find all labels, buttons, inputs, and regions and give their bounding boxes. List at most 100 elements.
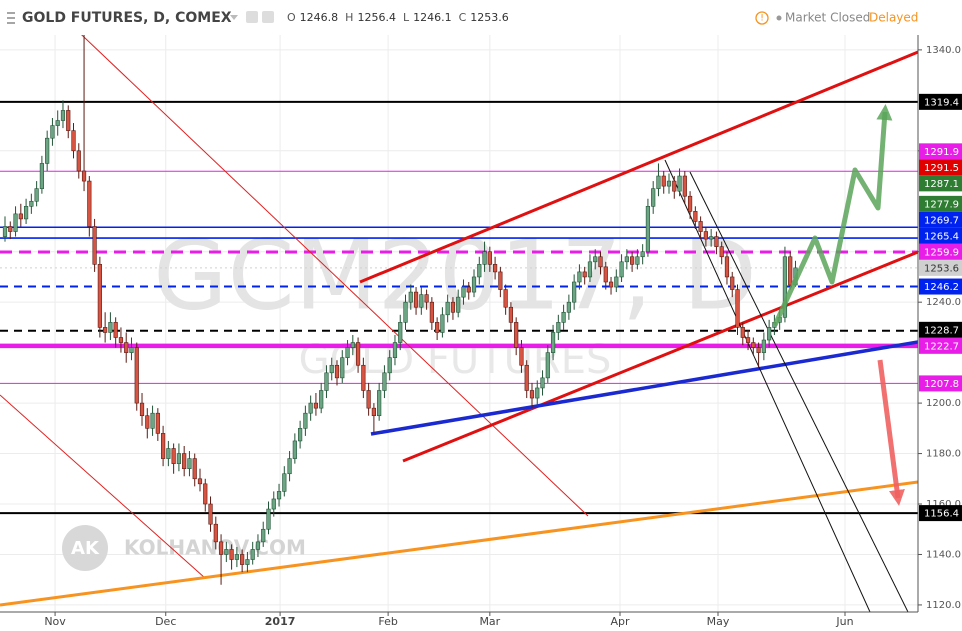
candle-body [13,213,18,232]
candle-body [577,271,582,283]
candle-body [134,347,139,404]
price-label-box [919,175,962,192]
candle-body [677,175,682,192]
bear-arrow [877,359,905,506]
candle-body [229,549,234,560]
candle-body [687,195,693,212]
x-tick-label: Dec [155,615,176,628]
candle-body [756,347,761,353]
price-label: 1207.8 [924,379,959,390]
y-tick-label: 1180.0 [926,449,961,460]
candle-body [466,286,471,293]
x-tick-label: Nov [44,615,66,628]
candle-body [492,264,498,273]
channel-line [689,171,909,612]
candle-body [698,221,703,232]
candle-body [23,206,29,220]
candle-body [529,390,535,399]
candle-body [245,559,250,565]
dropdown-icon[interactable] [230,15,238,20]
candle-body [419,294,424,308]
candle-body [34,188,39,202]
candle-body [118,337,124,343]
status-icon-mark: ! [760,14,764,24]
candle-body [276,491,282,500]
y-tick-label: 1200.0 [926,398,961,409]
channel-bottom [402,250,918,463]
candle-body [303,412,308,429]
candle-body [461,286,466,298]
price-label: 1287.1 [924,179,959,190]
candle-body [782,256,788,318]
candle-body [619,261,624,278]
channel-top [359,50,918,284]
candle-body [503,289,508,308]
symbol-title: GOLD FUTURES, D, COMEX [22,10,232,26]
candle-body [345,347,350,358]
candle-body [361,364,366,391]
candle-body [255,541,261,550]
candle-body [424,294,429,303]
candle-body [234,554,239,560]
candle-body [282,473,287,492]
candle-body [71,130,76,152]
candle-body [324,372,329,391]
candle-body [413,291,419,308]
bull-arrow [772,104,893,327]
candle-body [535,387,540,399]
price-label-box [919,159,962,176]
candle-body [408,291,413,303]
candle-body [740,327,745,338]
x-tick-label: Feb [378,615,397,628]
support-line [0,480,918,607]
candle-body [593,256,598,263]
candle-body [487,251,492,265]
price-label: 1222.7 [924,341,959,352]
candle-body [203,483,208,505]
x-tick-label: Mar [479,615,500,628]
candle-body [545,352,550,379]
candle-body [767,327,772,341]
drawings [0,35,918,612]
icon-button[interactable] [262,11,274,23]
price-label-box [919,505,962,522]
price-label-box [919,143,962,160]
icon-button[interactable] [246,11,258,23]
price-label: 1228.7 [924,325,959,336]
candle-body [81,170,87,182]
x-tick-label: 2017 [265,615,296,628]
price-label-box [919,321,962,338]
candle-body [724,256,730,278]
candle-body [471,276,477,293]
candle-body [329,364,334,374]
candle-body [166,448,171,459]
candle-body [672,180,677,192]
candle-body [313,402,319,409]
candle-body [392,342,398,358]
x-tick-label: Jun [835,615,853,628]
candle-body [108,322,113,333]
x-tick-label: Apr [610,615,630,628]
header-icon [7,12,15,24]
candle-body [445,301,450,316]
candle-body [187,458,192,469]
trend-line [81,35,589,517]
candle-body [640,251,645,258]
y-tick-label: 1140.0 [926,549,961,560]
candle-body [250,549,255,560]
candle-body [745,337,751,343]
ohlc: O 1246.8 H 1256.4 L 1246.1 C 1253.6 [287,11,509,24]
y-tick-label: 1120.0 [926,600,961,611]
candle-body [18,213,23,220]
candle-body [192,458,197,480]
candle-body [298,428,303,442]
candle-body [366,390,371,409]
candle-body [208,503,213,525]
candle-body [213,523,218,543]
candle-body [76,150,81,172]
candle-body [355,342,361,366]
price-label: 1277.9 [924,199,959,210]
price-label: 1269.7 [924,215,959,226]
candle-body [287,458,292,475]
